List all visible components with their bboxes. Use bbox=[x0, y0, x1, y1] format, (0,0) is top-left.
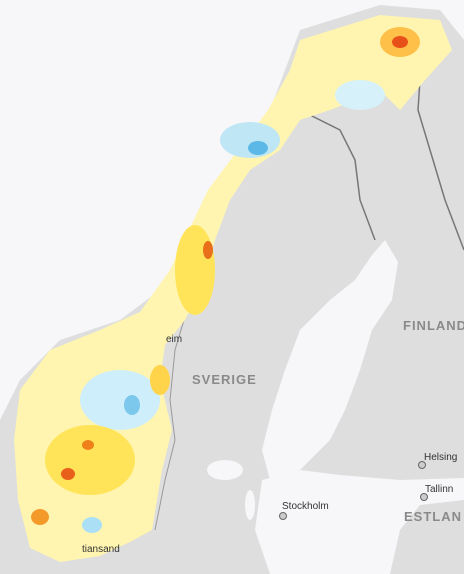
gulf-of-bothnia bbox=[262, 240, 398, 480]
border bbox=[417, 79, 464, 251]
country-label: FINLAND bbox=[403, 318, 464, 333]
country-label: ESTLAN bbox=[404, 509, 462, 524]
city-label: Helsing bbox=[424, 452, 457, 463]
city-label: Tallinn bbox=[425, 484, 453, 495]
city-label: eim bbox=[166, 334, 182, 345]
city-label: Stockholm bbox=[282, 501, 329, 512]
norway-field bbox=[14, 15, 452, 562]
warm-area bbox=[150, 365, 170, 395]
city-dot bbox=[279, 512, 287, 520]
cold-area bbox=[80, 370, 160, 430]
country-label: SVERIGE bbox=[192, 372, 257, 387]
hot-core bbox=[203, 241, 213, 259]
cold-area bbox=[335, 80, 385, 110]
cold-area bbox=[82, 517, 102, 533]
baltic-sea bbox=[255, 470, 464, 574]
cold-core bbox=[248, 141, 268, 155]
lake bbox=[245, 490, 255, 520]
hot-core bbox=[392, 36, 408, 48]
cold-core bbox=[124, 395, 140, 415]
hot-core bbox=[82, 440, 94, 450]
warm-area bbox=[175, 225, 215, 315]
border bbox=[154, 299, 191, 531]
warm-area bbox=[45, 425, 135, 495]
city-dot bbox=[418, 461, 426, 469]
border bbox=[299, 109, 376, 241]
cold-area bbox=[220, 122, 280, 158]
city-dot bbox=[420, 493, 428, 501]
hot-core bbox=[31, 509, 49, 525]
city-label: tiansand bbox=[82, 544, 120, 555]
lake bbox=[207, 460, 243, 480]
hot-core bbox=[61, 468, 75, 480]
